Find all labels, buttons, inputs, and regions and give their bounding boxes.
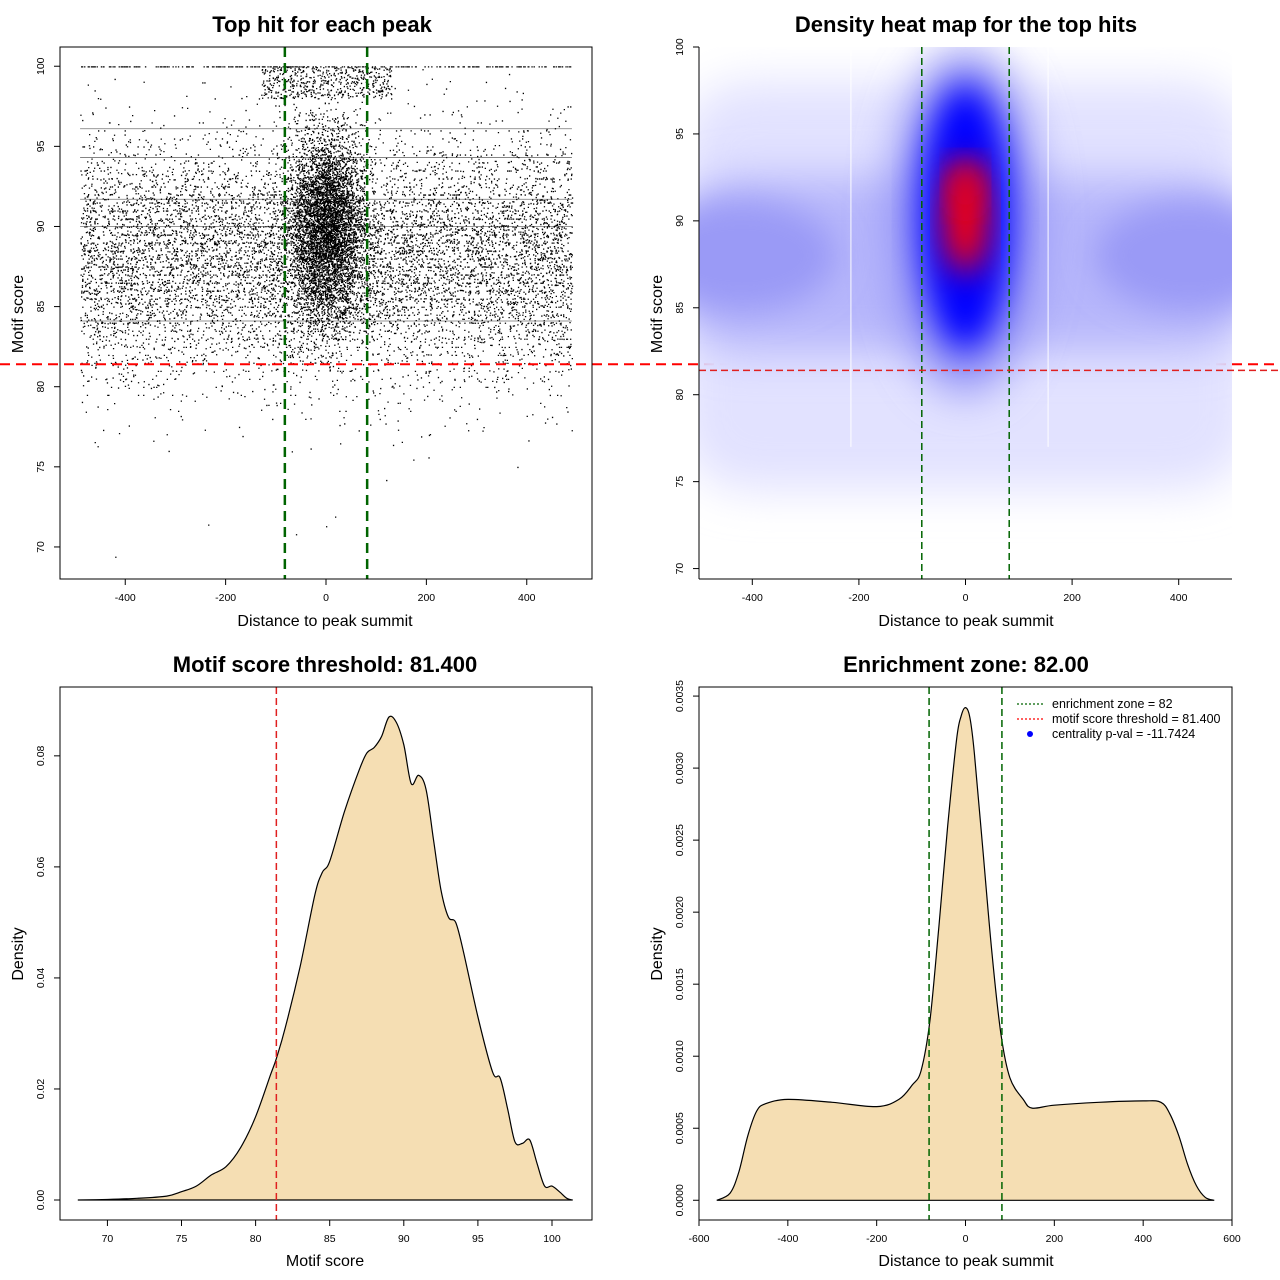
score-density-x-tick-label: 85 xyxy=(324,1233,336,1245)
score-density-x-label: Motif score xyxy=(286,1253,364,1270)
distance-density-x-label: Distance to peak summit xyxy=(878,1253,1054,1270)
legend: enrichment zone = 82 motif score thresho… xyxy=(1017,697,1221,741)
score-density-y-tick-label: 0.00 xyxy=(35,1190,47,1211)
heatmap-y-tick-label: 70 xyxy=(674,563,686,575)
heatmap-y-tick-label: 90 xyxy=(674,215,686,227)
scatter-y-tick-label: 95 xyxy=(35,140,47,152)
legend-swatch-centrality xyxy=(1027,731,1033,737)
score-density-x-tick-label: 90 xyxy=(398,1233,410,1245)
heatmap-x-tick-label: 200 xyxy=(1063,592,1081,604)
score-density-curve xyxy=(77,715,573,1201)
scatter-y-tick-label: 85 xyxy=(35,301,47,313)
distance-density-y-tick-label: 0.0005 xyxy=(674,1112,686,1144)
distance-density-y-tick-label: 0.0015 xyxy=(674,968,686,1000)
heatmap-y-tick-label: 75 xyxy=(674,476,686,488)
distance-density-y-tick-label: 0.0025 xyxy=(674,824,686,856)
distance-density-y-tick-label: 0.0000 xyxy=(674,1184,686,1216)
scatter-x-tick-label: 0 xyxy=(323,592,329,604)
score-density-y-tick-label: 0.04 xyxy=(35,968,47,989)
heatmap-y-label: Motif score xyxy=(649,275,666,353)
legend-label-enrichment-zone: enrichment zone = 82 xyxy=(1052,697,1173,711)
distance-density-x-tick-label: -200 xyxy=(866,1233,887,1245)
heatmap-y-tick-label: 100 xyxy=(674,38,686,56)
scatter-x-label: Distance to peak summit xyxy=(237,613,413,630)
distance-density-x-tick-label: -600 xyxy=(688,1233,709,1245)
scatter-x-tick-label: 400 xyxy=(518,592,536,604)
score-density-x-tick-label: 80 xyxy=(250,1233,262,1245)
heatmap-y-tick-label: 85 xyxy=(674,302,686,314)
heat-left-lobe xyxy=(699,200,837,311)
distance-density-x-tick-label: 600 xyxy=(1223,1233,1241,1245)
scatter-points xyxy=(0,47,1280,579)
legend-label-centrality: centrality p-val = -11.7424 xyxy=(1052,727,1195,741)
scatter-y-label: Motif score xyxy=(10,275,27,353)
distance-density-x-tick-label: 0 xyxy=(963,1233,969,1245)
heat-center-high xyxy=(949,162,982,211)
score-density-y-tick-label: 0.06 xyxy=(35,857,47,878)
score-density-x-tick-label: 95 xyxy=(472,1233,484,1245)
distance-density-title: Enrichment zone: 82.00 xyxy=(843,652,1089,677)
scatter-y-tick-label: 70 xyxy=(35,541,47,553)
distance-density-x-tick-label: 200 xyxy=(1046,1233,1064,1245)
heatmap-x-label: Distance to peak summit xyxy=(878,613,1054,630)
distance-density-y-tick-label: 0.0010 xyxy=(674,1040,686,1072)
scatter-title: Top hit for each peak xyxy=(212,12,432,37)
distance-density-y-tick-label: 0.0030 xyxy=(674,752,686,784)
distance-density-panel: Enrichment zone: 82.00 -600 -400 -200 0 200 4… xyxy=(649,652,1241,1270)
score-density-x-tick-label: 70 xyxy=(102,1233,114,1245)
heatmap-x-tick-label: 0 xyxy=(963,592,969,604)
distance-density-y-tick-label: 0.0035 xyxy=(674,680,686,712)
heatmap-title: Density heat map for the top hits xyxy=(795,12,1137,37)
scatter-y-tick-label: 90 xyxy=(35,220,47,232)
heat-right-lobe xyxy=(1094,200,1232,311)
score-density-y-tick-label: 0.02 xyxy=(35,1079,47,1100)
distance-density-y-tick-label: 0.0020 xyxy=(674,896,686,928)
heatmap-y-tick-label: 95 xyxy=(674,128,686,140)
scatter-point-cloud xyxy=(80,66,574,558)
distance-density-curve xyxy=(716,707,1215,1201)
score-density-title: Motif score threshold: 81.400 xyxy=(173,652,477,677)
score-density-y-tick-label: 0.08 xyxy=(35,745,47,766)
heatmap-x-tick-label: -200 xyxy=(848,592,869,604)
score-density-x-tick-label: 100 xyxy=(543,1233,561,1245)
scatter-y-tick-label: 100 xyxy=(35,57,47,75)
scatter-y-tick-label: 75 xyxy=(35,461,47,473)
scatter-x-tick-label: 200 xyxy=(418,592,436,604)
scatter-panel: Top hit for each peak -400 -200 0 200 400 70 7… xyxy=(0,12,1280,630)
heatmap-layer xyxy=(699,47,1232,491)
heatmap-y-tick-label: 80 xyxy=(674,389,686,401)
scatter-x-tick-label: -200 xyxy=(215,592,236,604)
score-density-frame xyxy=(59,686,593,1221)
distance-density-x-tick-label: -400 xyxy=(777,1233,798,1245)
heatmap-x-tick-label: 400 xyxy=(1170,592,1188,604)
distance-density-y-label: Density xyxy=(649,927,666,980)
scatter-y-tick-label: 80 xyxy=(35,381,47,393)
heatmap-density xyxy=(699,47,1280,579)
score-density-x-tick-label: 75 xyxy=(176,1233,188,1245)
score-density-y-label: Density xyxy=(10,927,27,980)
scatter-x-tick-label: -400 xyxy=(115,592,136,604)
legend-label-motif-threshold: motif score threshold = 81.400 xyxy=(1052,712,1221,726)
distance-density-x-tick-label: 400 xyxy=(1134,1233,1152,1245)
score-density-panel: Motif score threshold: 81.400 70 75 80 85 90… xyxy=(10,652,593,1270)
heatmap-panel: Density heat map for the top hits -400 -2… xyxy=(649,12,1280,630)
heatmap-x-tick-label: -400 xyxy=(742,592,763,604)
